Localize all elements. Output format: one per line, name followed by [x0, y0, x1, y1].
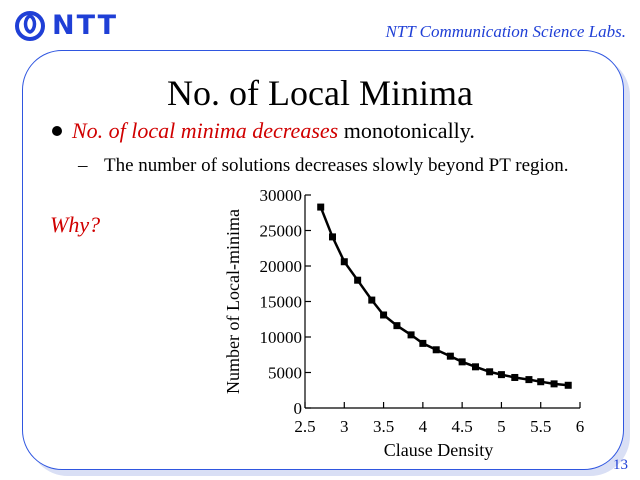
x-tick-label: 6: [576, 417, 585, 436]
data-point: [329, 233, 336, 241]
y-tick-label: 10000: [260, 328, 303, 347]
data-point: [380, 311, 388, 319]
data-point: [511, 373, 519, 381]
y-tick-label: 5000: [268, 364, 302, 383]
slide-frame-background: [22, 50, 624, 470]
bullet-2-dash: –: [78, 155, 88, 176]
x-axis-label: Clause Density: [384, 440, 494, 460]
y-axis-label: Number of Local-minima: [223, 209, 243, 394]
data-point: [340, 258, 348, 266]
logo-text: NTT: [52, 10, 119, 41]
y-tick-label: 20000: [260, 257, 303, 276]
data-point: [550, 380, 558, 388]
data-point: [354, 276, 362, 284]
series-line: [319, 206, 569, 387]
x-tick-label: 3: [340, 417, 349, 436]
data-point: [393, 322, 401, 330]
data-point: [564, 381, 572, 389]
bullet-2-text: The number of solutions decreases slowly…: [104, 155, 569, 176]
bullet-1-emphasis: No. of local minima decreases: [72, 118, 339, 143]
x-tick-label: 4: [419, 417, 428, 436]
x-tick-label: 3.5: [373, 417, 394, 436]
data-point: [407, 331, 415, 339]
data-point: [472, 363, 479, 371]
why-question: Why?: [50, 212, 101, 237]
bullet-dot-icon: [52, 125, 62, 136]
data-point: [368, 296, 376, 304]
x-tick-label: 5.5: [530, 417, 551, 436]
ntt-logo: NTT: [14, 6, 118, 46]
data-point: [432, 346, 440, 354]
data-point: [525, 376, 533, 384]
data-point: [486, 368, 494, 376]
x-tick-label: 2.5: [294, 417, 315, 436]
y-tick-label: 30000: [260, 186, 303, 205]
data-point: [458, 358, 466, 366]
lab-name: NTT Communication Science Labs.: [385, 22, 626, 41]
slide-frame: [22, 50, 624, 470]
x-tick-label: 5: [497, 417, 506, 436]
data-point: [537, 378, 545, 386]
local-minima-chart: 0 5000 10000 15000 20000 25000 30000 2.5 3 3.5 4 4.…: [223, 186, 585, 460]
x-tick-label: 4.5: [452, 417, 473, 436]
y-tick-label: 15000: [260, 293, 303, 312]
data-point: [446, 352, 454, 360]
slide-title: No. of Local Minima: [167, 73, 473, 113]
y-tick-label: 0: [294, 399, 303, 418]
y-tick-label: 25000: [260, 222, 303, 241]
ntt-logo-icon: [15, 11, 45, 41]
data-point: [317, 203, 325, 211]
bullet-1-rest: monotonically.: [343, 118, 475, 143]
bullet-1: No. of local minima decreases monotonica…: [52, 118, 475, 144]
data-point: [419, 339, 427, 347]
data-point: [497, 371, 505, 379]
page-number: 13: [613, 457, 628, 473]
